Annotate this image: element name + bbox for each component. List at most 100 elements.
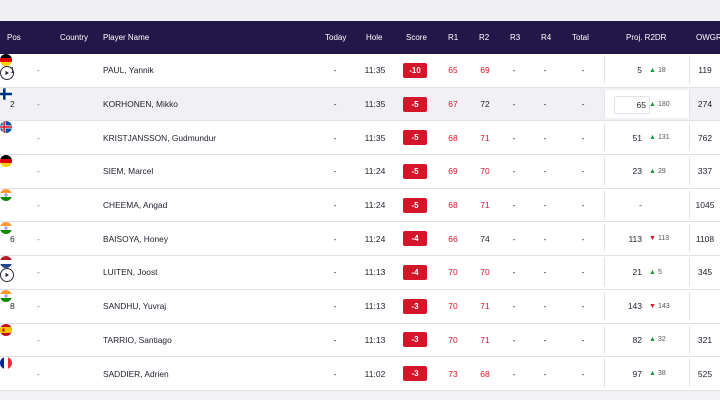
hole-time: 11:24 (364, 166, 386, 177)
player-name-link[interactable]: KRISTJANSSON, Gudmundur (103, 132, 217, 143)
position-move: - (37, 233, 40, 244)
today-score: - (333, 65, 337, 76)
hole-time: 11:35 (364, 132, 386, 143)
play-circle-icon[interactable] (0, 66, 14, 80)
triangle-up-icon: ▲ (649, 370, 656, 378)
total-score: - (581, 267, 585, 278)
player-name-link[interactable]: TARRIO, Santiago (103, 334, 172, 345)
proj-cell-bg (604, 224, 690, 253)
owgr-rank: 274 (697, 99, 713, 110)
col-total[interactable]: Total (572, 33, 589, 42)
proj-cell-bg (604, 258, 690, 287)
triangle-up-icon: ▲ (649, 336, 656, 344)
total-score: - (581, 99, 585, 110)
owgr-rank: 119 (698, 65, 712, 76)
col-r4[interactable]: R4 (541, 33, 552, 42)
round-4-score: - (543, 301, 547, 312)
owgr-rank: 762 (697, 132, 713, 143)
r2dr-change: ▲ 180 (649, 88, 670, 121)
round-4-score: - (543, 267, 547, 278)
table-row[interactable]: 6- BAISOYA, Honey -11:24 -4 66 74- - -113 ▼ 113 11… (0, 222, 720, 257)
round-2-score: 68 (480, 368, 490, 379)
round-1-score: 66 (448, 233, 458, 244)
col-hole[interactable]: Hole (366, 33, 383, 42)
total-score: - (581, 132, 585, 143)
projected-r2dr: 23 (632, 166, 642, 177)
hole-time: 11:35 (364, 65, 386, 76)
col-owgr[interactable]: OWGR (696, 33, 720, 42)
player-name-link[interactable]: LUITEN, Joost (103, 267, 158, 278)
position: 8 (10, 301, 15, 312)
table-row[interactable]: - SADDIER, Adrien - 11:02 -3 73 68 - - - 97 ▲ 38 525 (0, 357, 720, 391)
owgr-rank (690, 290, 720, 323)
proj-cell-bg (604, 157, 690, 186)
player-name-link[interactable]: CHEEMA, Angad (103, 200, 168, 211)
position-move: - (37, 65, 40, 76)
col-country[interactable]: Country (60, 33, 89, 42)
spain-flag-icon (0, 323, 12, 336)
triangle-up-icon: ▲ (649, 134, 656, 142)
player-name-link[interactable]: BAISOYA, Honey (103, 233, 169, 244)
table-body: 1- PAUL, Yannik -11:35 -10 65 69- - -5 ▲ 18 119 2- K… (0, 54, 720, 391)
position-move: - (37, 166, 40, 177)
round-2-score: 74 (480, 233, 490, 244)
position-move: - (37, 368, 40, 379)
projected-r2dr: 143 (627, 301, 642, 312)
table-row[interactable]: - LUITEN, Joost - 11:13 -4 70 70 - - - 21 ▲ 5 345 (0, 256, 720, 290)
score-cell: -5 (402, 189, 428, 222)
play-circle-icon[interactable] (0, 268, 14, 283)
round-2-score: 70 (480, 267, 490, 278)
col-r3[interactable]: R3 (510, 33, 521, 42)
col-r2[interactable]: R2 (479, 33, 490, 42)
round-2-score: 70 (480, 166, 490, 177)
col-pos[interactable]: Pos (7, 33, 21, 42)
today-score: - (333, 200, 337, 211)
r2dr-change: ▲ 29 (649, 155, 666, 188)
position-move: - (37, 301, 40, 312)
total-score: - (581, 368, 585, 379)
projected-r2dr: 113 (628, 233, 642, 244)
player-name-link[interactable]: PAUL, Yannik (103, 65, 154, 76)
col-proj-r2dr[interactable]: Proj. R2DR (626, 33, 667, 42)
table-row[interactable]: - KRISTJANSSON, Gudmundur - 11:35 -5 68 71 - - - 5… (0, 121, 720, 156)
round-3-score: - (512, 132, 516, 143)
round-2-score: 69 (480, 65, 490, 76)
round-4-score: - (543, 368, 547, 379)
col-today[interactable]: Today (325, 33, 347, 42)
total-score: - (581, 233, 585, 244)
col-score[interactable]: Score (406, 33, 427, 42)
round-4-score: - (543, 166, 547, 177)
today-score: - (333, 166, 337, 177)
col-r1[interactable]: R1 (448, 33, 459, 42)
position-move: - (37, 334, 40, 345)
round-1-score: 73 (448, 368, 458, 379)
player-name-link[interactable]: SADDIER, Adrien (103, 368, 169, 379)
page-top-bar (0, 0, 720, 21)
r2dr-change-value: 29 (657, 167, 666, 175)
today-score: - (333, 132, 337, 143)
player-name-link[interactable]: SIEM, Marcel (103, 166, 154, 177)
player-name-link[interactable]: KORHONEN, Mikko (103, 99, 178, 110)
today-score: - (333, 267, 337, 278)
r2dr-change-value: 131 (657, 134, 670, 142)
owgr-rank: 321 (697, 334, 713, 345)
r2dr-change: ▲ 32 (649, 324, 666, 357)
table-row[interactable]: 8- SANDHU, Yuvraj -11:13 -3 70 71- - -143 ▼ 143 (0, 289, 720, 324)
projected-r2dr: 51 (632, 132, 642, 143)
score-badge: -5 (403, 130, 427, 146)
table-row[interactable]: 1 - PAUL, Yannik - 11:35 -10 65 69 - - - 5 ▲ 18 119 (0, 54, 720, 88)
round-2-score: 71 (480, 301, 490, 312)
table-row[interactable]: - TARRIO, Santiago - 11:13 -3 70 71 - - - 82 ▲ 32 321 (0, 323, 720, 358)
proj-cell-bg (604, 123, 690, 152)
col-player-name[interactable]: Player Name (103, 33, 150, 42)
position: 2 (10, 99, 15, 110)
r2dr-change-value: 32 (657, 336, 666, 344)
table-row[interactable]: - CHEEMA, Angad - 11:24 -5 68 71 - - - - 1045 (0, 188, 720, 223)
owgr-rank: 345 (697, 267, 713, 278)
today-score: - (333, 334, 337, 345)
india-flag-icon (0, 289, 12, 302)
table-row[interactable]: - SIEM, Marcel - 11:24 -5 69 70 - - - 23 ▲ 29 337 (0, 155, 720, 189)
score-badge: -3 (403, 332, 427, 348)
player-name-link[interactable]: SANDHU, Yuvraj (103, 301, 167, 312)
table-row[interactable]: 2 - KORHONEN, Mikko - 11:35 -5 67 72 - - - 65 ▲ 180 27… (0, 87, 720, 122)
